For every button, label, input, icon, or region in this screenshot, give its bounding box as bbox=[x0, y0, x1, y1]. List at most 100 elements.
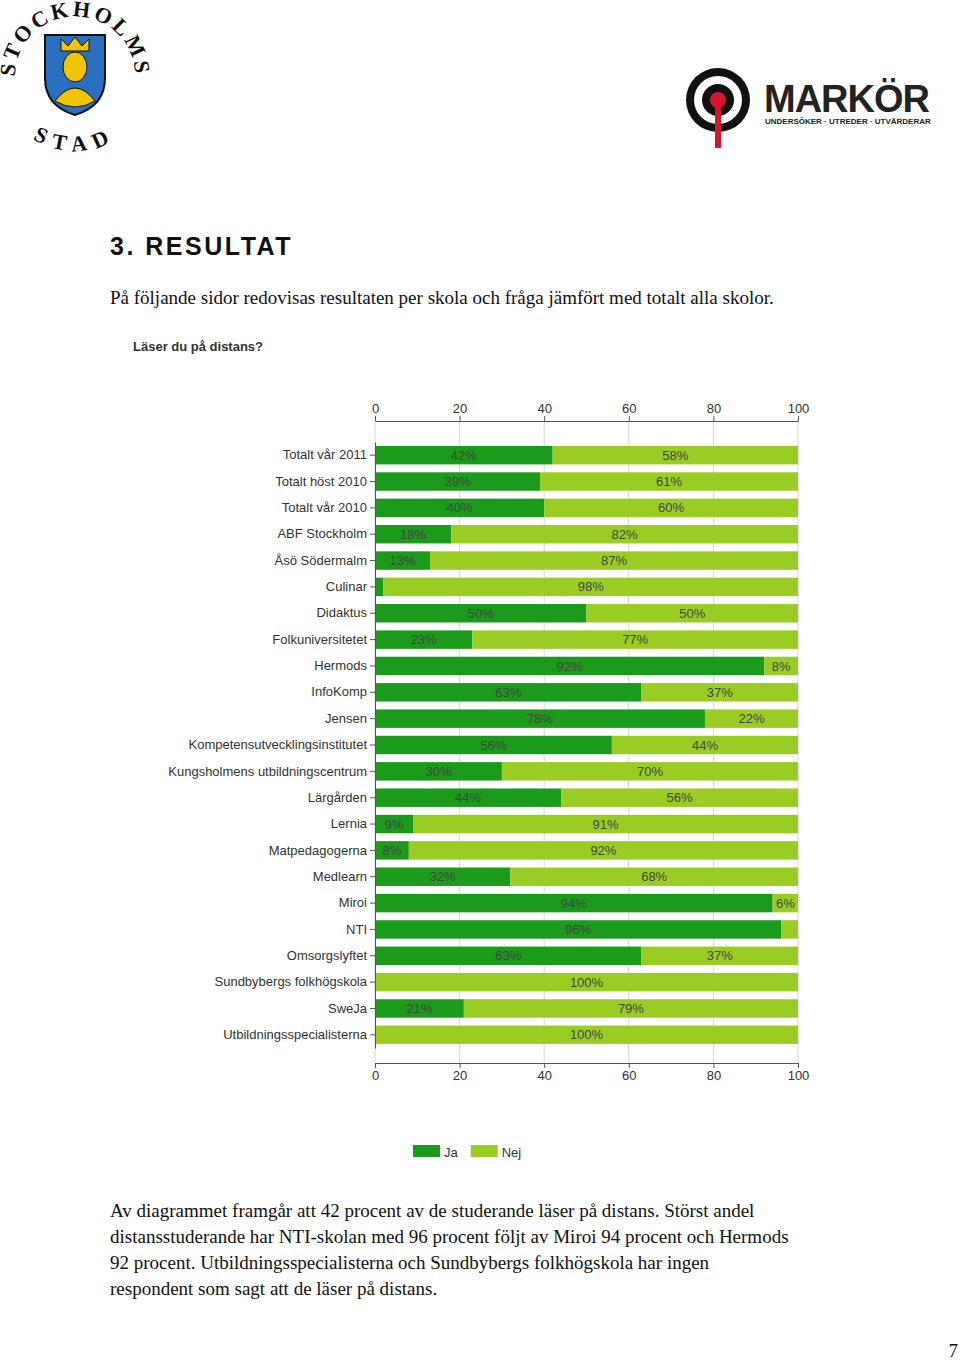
tick-mark bbox=[370, 455, 375, 456]
category-label: Kompetensutvecklingsinstitutet bbox=[189, 737, 368, 752]
bar bbox=[375, 604, 587, 622]
tick: Medlearn bbox=[313, 869, 375, 884]
tick-mark bbox=[370, 718, 375, 719]
x-axis-bottom: 020406080100 bbox=[372, 1063, 809, 1083]
tick: Omsorgslyftet bbox=[287, 948, 375, 963]
tick-mark bbox=[629, 416, 630, 421]
tick: InfoKomp bbox=[311, 684, 375, 699]
bar bbox=[375, 788, 561, 806]
tick-mark bbox=[370, 797, 375, 798]
bar bbox=[510, 868, 798, 886]
bar bbox=[375, 762, 502, 780]
category-label: Matpedagogerna bbox=[269, 843, 368, 858]
tick-mark bbox=[713, 416, 714, 421]
category-label: Hermods bbox=[314, 658, 367, 673]
bar bbox=[375, 578, 383, 596]
bar bbox=[375, 709, 705, 727]
category-label: NTI bbox=[346, 922, 367, 937]
category-label: Åsö Södermalm bbox=[275, 553, 367, 568]
category-label: Lärgården bbox=[308, 790, 367, 805]
chart-title: Läser du på distans? bbox=[133, 339, 263, 354]
tick-mark bbox=[370, 850, 375, 851]
brand-pin-head bbox=[710, 92, 726, 108]
bar bbox=[375, 525, 451, 543]
tick-mark bbox=[370, 745, 375, 746]
tick: Kungsholmens utbildningscentrum bbox=[168, 764, 375, 779]
bar bbox=[561, 788, 798, 806]
x-axis-top: 020406080100 bbox=[372, 401, 809, 422]
tick: Sundbybergs folkhögskola bbox=[215, 974, 376, 989]
tick: Hermods bbox=[314, 658, 375, 673]
bar bbox=[375, 868, 510, 886]
city-body bbox=[55, 88, 95, 107]
tick: Totalt vår 2010 bbox=[282, 500, 375, 515]
body-text: Av diagrammet framgår att 42 procent av … bbox=[110, 1200, 789, 1299]
city-logo: STOCKHOLMSSTAD bbox=[0, 0, 155, 157]
tick: Culinar bbox=[326, 579, 375, 594]
legend-swatch bbox=[413, 1145, 440, 1157]
tick: Folkuniversitetet bbox=[272, 632, 375, 647]
category-label: Folkuniversitetet bbox=[272, 632, 367, 647]
category-label: InfoKomp bbox=[311, 684, 367, 699]
bar bbox=[587, 604, 799, 622]
bar bbox=[383, 578, 798, 596]
tick: SweJa bbox=[328, 1001, 375, 1016]
data-label: 79% bbox=[618, 1001, 644, 1016]
tick-mark bbox=[460, 416, 461, 421]
page: STOCKHOLMSSTAD MARKÖRUNDERSÖKER · UTREDER… bbox=[0, 0, 960, 1361]
data-label: 32% bbox=[430, 869, 456, 884]
category-label: Miroi bbox=[339, 895, 367, 910]
category-label: SweJa bbox=[328, 1001, 368, 1016]
brand-tagline: UNDERSÖKER · UTREDER · UTVÄRDERAR bbox=[765, 117, 931, 126]
tick-mark bbox=[370, 876, 375, 877]
data-label: 77% bbox=[622, 632, 648, 647]
data-label: 100% bbox=[570, 1027, 604, 1042]
category-label: Culinar bbox=[326, 579, 368, 594]
tick-mark bbox=[370, 507, 375, 508]
tick-mark bbox=[370, 771, 375, 772]
tick-mark bbox=[370, 560, 375, 561]
bar bbox=[430, 551, 798, 569]
category-label: Totalt vår 2010 bbox=[282, 500, 367, 515]
brand-name: MARKÖR bbox=[764, 78, 930, 120]
intro: På följande sidor redovisas resultaten p… bbox=[110, 287, 774, 308]
tick: 80 bbox=[707, 401, 721, 421]
city-logo-text: STAD bbox=[30, 121, 119, 157]
axis-line bbox=[376, 421, 799, 422]
tick: 0 bbox=[372, 401, 379, 421]
bar bbox=[375, 894, 773, 912]
tick-mark bbox=[370, 639, 375, 640]
data-label: 23% bbox=[411, 632, 437, 647]
legend-label: Ja bbox=[444, 1145, 459, 1160]
tick-mark bbox=[370, 1034, 375, 1035]
y-axis: Totalt vår 2011Totalt höst 2010Totalt vå… bbox=[168, 443, 375, 1049]
data-label: 96% bbox=[565, 922, 591, 937]
data-label: 94% bbox=[561, 896, 587, 911]
bar bbox=[773, 894, 798, 912]
data-label: 78% bbox=[527, 711, 553, 726]
bar bbox=[375, 973, 798, 991]
data-labels: 42%39%40%18%13%50%23%92%63%78%56%30%44%9… bbox=[383, 448, 796, 1043]
data-label: 44% bbox=[692, 738, 718, 753]
data-label: 22% bbox=[738, 711, 764, 726]
bar bbox=[540, 472, 798, 490]
tick-mark bbox=[544, 416, 545, 421]
tick: Utbildningsspecialisterna bbox=[223, 1027, 375, 1042]
bar bbox=[375, 551, 430, 569]
category-label: Kungsholmens utbildningscentrum bbox=[168, 764, 367, 779]
city-shield bbox=[45, 35, 105, 115]
data-label: 56% bbox=[480, 738, 506, 753]
data-label: 8% bbox=[383, 843, 402, 858]
data-label: 56% bbox=[667, 790, 693, 805]
page-svg: STOCKHOLMSSTAD MARKÖRUNDERSÖKER · UTREDER… bbox=[0, 0, 960, 1361]
chart: Läser du på distans?42%39%40%18%13%50%23… bbox=[133, 339, 809, 1160]
data-label: 9% bbox=[385, 817, 404, 832]
tick-mark bbox=[370, 665, 375, 666]
bar bbox=[375, 683, 641, 701]
body-line: 92 procent. Utbildningsspecialisterna oc… bbox=[110, 1252, 710, 1273]
bar bbox=[641, 947, 798, 965]
tick-label: 100 bbox=[788, 1068, 810, 1083]
data-label: 98% bbox=[578, 579, 604, 594]
category-label: Utbildningsspecialisterna bbox=[223, 1027, 368, 1042]
tick: 100 bbox=[788, 401, 810, 421]
